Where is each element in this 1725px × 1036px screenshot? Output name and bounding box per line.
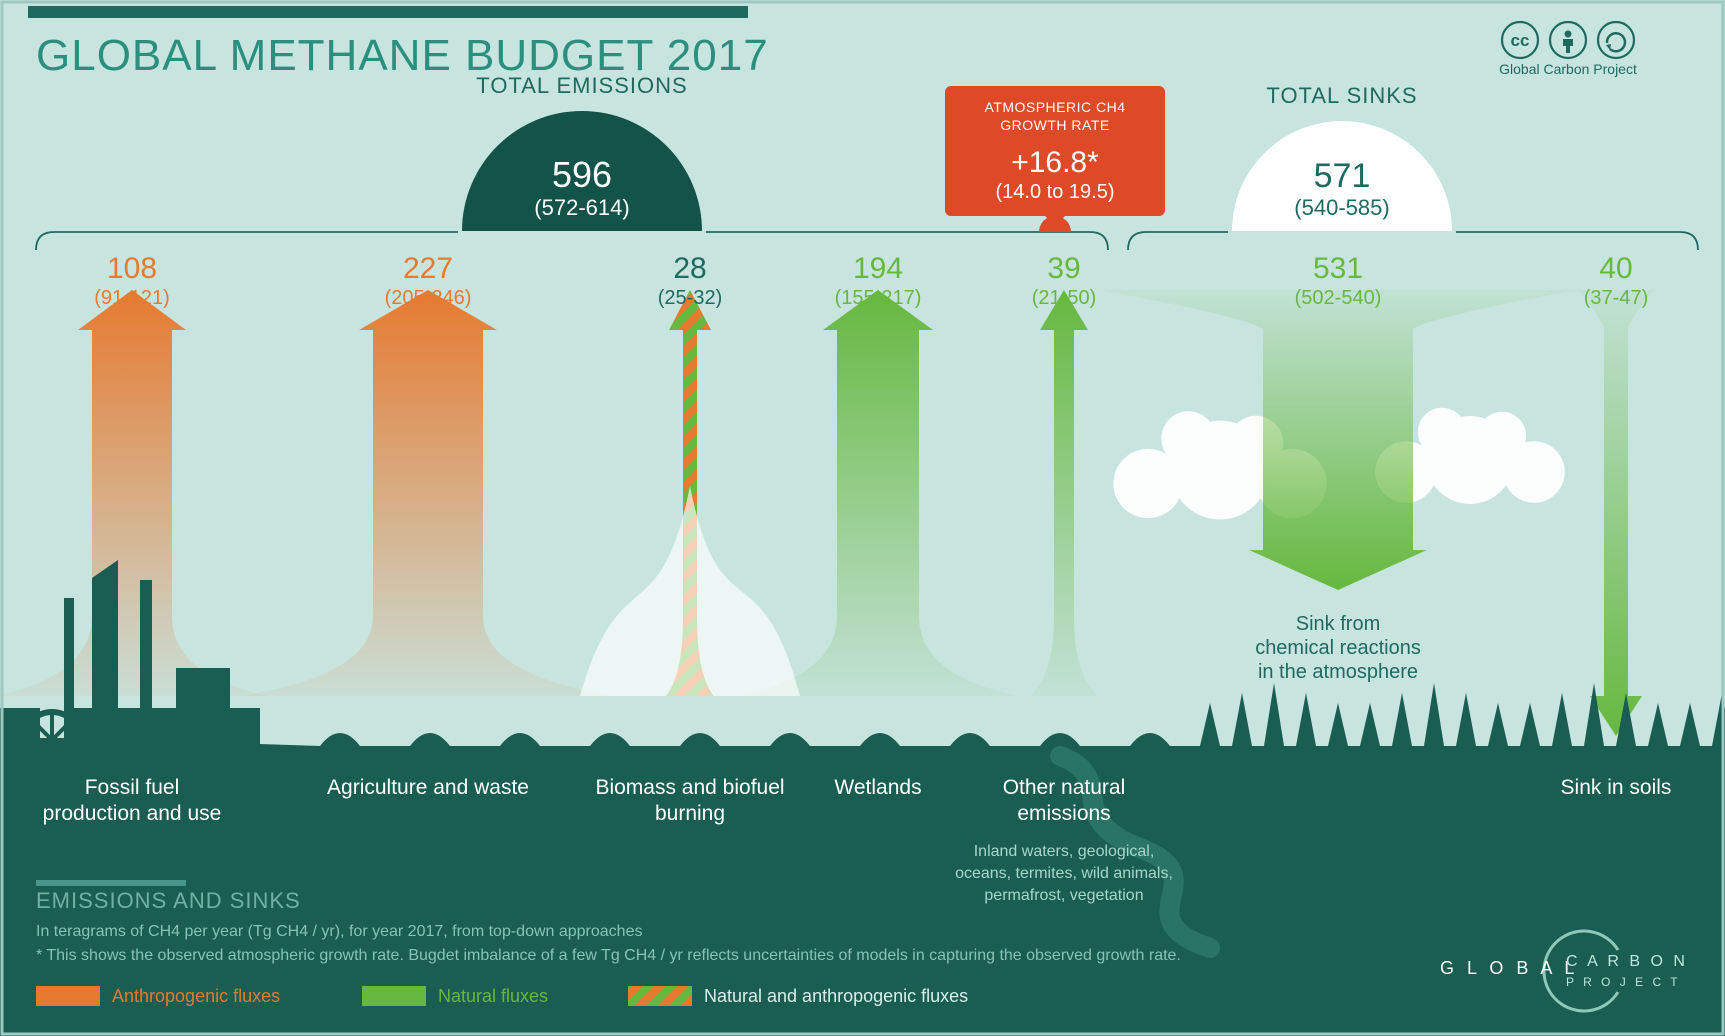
flux-value-fossil: 108 [107, 252, 157, 285]
flux-value-wetlands: 194 [853, 252, 903, 285]
flux-range-biomass: (25-32) [658, 287, 722, 309]
flux-value-chem: 531 [1313, 252, 1363, 285]
emissions-total-value: 596 [552, 154, 612, 195]
sinks-header-label: TOTAL SINKS [1266, 83, 1417, 108]
legend-swatch-natural [362, 986, 426, 1006]
growth-rate-value: +16.8* [1011, 146, 1099, 179]
flux-range-wetlands: (155-217) [835, 287, 922, 309]
emissions-header-label: TOTAL EMISSIONS [476, 73, 687, 98]
flux-range-fossil: (91-121) [94, 287, 170, 309]
legend-swatch-mixed [628, 986, 692, 1006]
flux-value-biomass: 28 [673, 252, 706, 285]
flux-label-wetlands: Wetlands [834, 776, 921, 799]
svg-text:G L O B A L: G L O B A L [1440, 958, 1578, 978]
flux-label-soil: Sink in soils [1561, 776, 1672, 799]
header-accent-bar [28, 6, 748, 18]
flux-value-agri: 227 [403, 252, 453, 285]
emissions-total-range: (572-614) [534, 195, 629, 220]
infographic-canvas: GLOBAL METHANE BUDGET 2017ccGlobal Carbo… [0, 0, 1725, 1036]
flux-value-other: 39 [1047, 252, 1080, 285]
growth-rate-range: (14.0 to 19.5) [996, 181, 1115, 203]
flux-value-soil: 40 [1599, 252, 1632, 285]
legend-label-mixed: Natural and anthropogenic fluxes [704, 986, 968, 1006]
flux-label-agri: Agriculture and waste [327, 776, 529, 799]
svg-text:C A R B O N: C A R B O N [1566, 953, 1688, 970]
legend-label-natural: Natural fluxes [438, 986, 548, 1006]
attribution-label: Global Carbon Project [1499, 61, 1637, 77]
footer-line1: In teragrams of CH4 per year (Tg CH4 / y… [36, 923, 642, 940]
legend-swatch-anthro [36, 986, 100, 1006]
flux-range-other: (21-50) [1032, 287, 1096, 309]
sinks-total-value: 571 [1314, 157, 1371, 195]
legend-label-anthro: Anthropogenic fluxes [112, 986, 280, 1006]
footer-heading: EMISSIONS AND SINKS [36, 888, 301, 913]
svg-text:cc: cc [1511, 31, 1530, 50]
footer-line2: * This shows the observed atmospheric gr… [36, 947, 1181, 964]
flux-sublabel-other: Inland waters, geological,oceans, termit… [955, 843, 1173, 904]
svg-text:P R O J E C T: P R O J E C T [1566, 975, 1681, 989]
flux-range-chem: (502-540) [1295, 287, 1382, 309]
flux-range-soil: (37-47) [1584, 287, 1648, 309]
flux-range-agri: (205-246) [385, 287, 472, 309]
sinks-total-range: (540-585) [1294, 195, 1389, 220]
